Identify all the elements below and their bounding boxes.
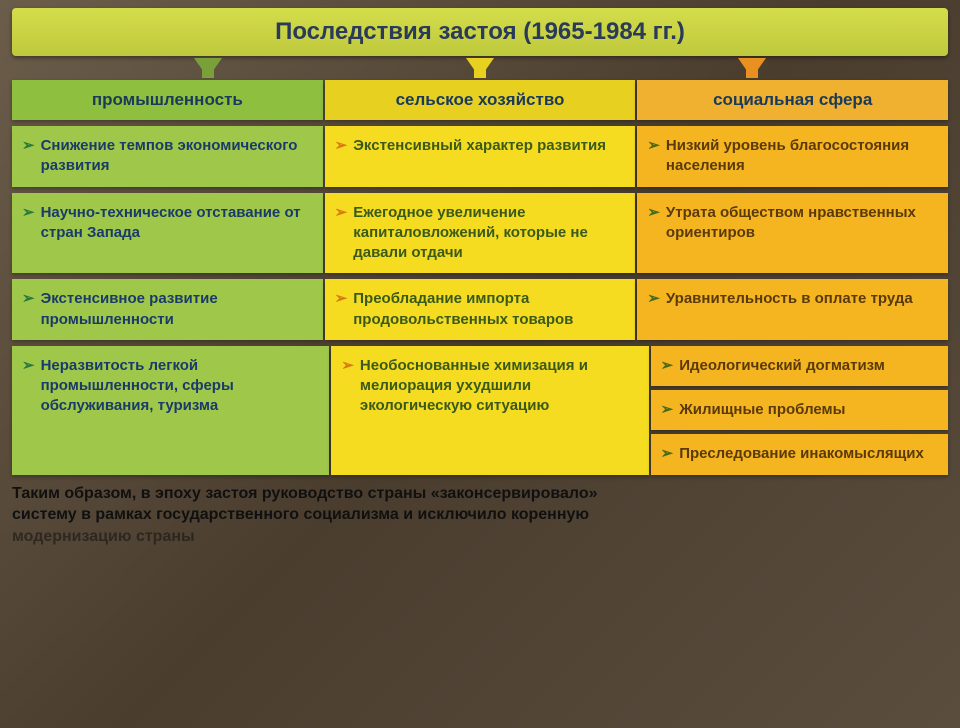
cell-text: Ежегодное увеличение капиталовложений, к… <box>353 203 625 264</box>
page-title: Последствия застоя (1965-1984 гг.) <box>12 8 948 56</box>
cell-text: Снижение темпов экономического развития <box>41 136 313 177</box>
footnote: Таким образом, в эпоху застоя руководств… <box>12 483 948 548</box>
cell-text: Преследование инакомыслящих <box>679 444 924 464</box>
cell-agriculture: ➢ Ежегодное увеличение капиталовложений,… <box>325 193 636 274</box>
table-header-row: промышленность сельское хозяйство социал… <box>12 80 948 120</box>
bullet-icon: ➢ <box>647 136 660 156</box>
cell-agriculture: ➢ Необоснованные химизация и мелиорация … <box>331 346 648 475</box>
cell-industry: ➢ Экстенсивное развитие промышленности <box>12 279 323 340</box>
arrow-down-icon <box>466 58 494 78</box>
cell-social: ➢ Жилищные проблемы <box>651 390 948 430</box>
bullet-icon: ➢ <box>335 203 348 223</box>
cell-text: Уравнительность в оплате труда <box>666 289 913 309</box>
cell-agriculture: ➢ Преобладание импорта продовольственных… <box>325 279 636 340</box>
arrow-down-icon <box>194 58 222 78</box>
bullet-icon: ➢ <box>22 356 35 376</box>
column-header-agriculture: сельское хозяйство <box>325 80 636 120</box>
table-row: ➢ Научно-техническое отставание от стран… <box>12 193 948 274</box>
bullet-icon: ➢ <box>22 136 35 156</box>
cell-industry: ➢ Научно-техническое отставание от стран… <box>12 193 323 274</box>
column-header-industry: промышленность <box>12 80 323 120</box>
bullet-icon: ➢ <box>661 356 674 376</box>
cell-social: ➢ Уравнительность в оплате труда <box>637 279 948 340</box>
cell-industry: ➢ Снижение темпов экономического развити… <box>12 126 323 187</box>
footnote-line: систему в рамках государственного социал… <box>12 504 948 526</box>
footnote-line: Таким образом, в эпоху застоя руководств… <box>12 483 948 505</box>
cell-text: Низкий уровень благосостояния населения <box>666 136 938 177</box>
cell-text: Идеологический догматизм <box>679 356 885 376</box>
cell-text: Утрата обществом нравственных ориентиров <box>666 203 938 244</box>
cell-agriculture: ➢ Экстенсивный характер развития <box>325 126 636 187</box>
cell-text: Научно-техническое отставание от стран З… <box>41 203 313 244</box>
bullet-icon: ➢ <box>335 136 348 156</box>
bullet-icon: ➢ <box>335 289 348 309</box>
table-row: ➢ Неразвитость легкой промышленности, сф… <box>12 346 948 475</box>
bullet-icon: ➢ <box>22 289 35 309</box>
cell-social: ➢ Утрата обществом нравственных ориентир… <box>637 193 948 274</box>
cell-text: Преобладание импорта продовольственных т… <box>353 289 625 330</box>
cell-social: ➢ Преследование инакомыслящих <box>651 434 948 474</box>
column-header-social: социальная сфера <box>637 80 948 120</box>
footnote-line: модернизацию страны <box>12 526 948 548</box>
cell-text: Жилищные проблемы <box>679 400 845 420</box>
cell-social-stack: ➢ Идеологический догматизм ➢ Жилищные пр… <box>651 346 948 475</box>
cell-social: ➢ Низкий уровень благосостояния населени… <box>637 126 948 187</box>
table-row: ➢ Снижение темпов экономического развити… <box>12 126 948 187</box>
bullet-icon: ➢ <box>22 203 35 223</box>
arrow-down-icon <box>738 58 766 78</box>
cell-industry: ➢ Неразвитость легкой промышленности, сф… <box>12 346 329 475</box>
bullet-icon: ➢ <box>647 289 660 309</box>
arrow-row <box>12 56 948 80</box>
bullet-icon: ➢ <box>661 444 674 464</box>
table-row: ➢ Экстенсивное развитие промышленности ➢… <box>12 279 948 340</box>
bullet-icon: ➢ <box>661 400 674 420</box>
cell-social: ➢ Идеологический догматизм <box>651 346 948 386</box>
cell-text: Экстенсивное развитие промышленности <box>41 289 313 330</box>
cell-text: Экстенсивный характер развития <box>353 136 606 156</box>
bullet-icon: ➢ <box>341 356 354 376</box>
bullet-icon: ➢ <box>647 203 660 223</box>
cell-text: Необоснованные химизация и мелиорация ух… <box>360 356 639 417</box>
cell-text: Неразвитость легкой промышленности, сфер… <box>41 356 320 417</box>
